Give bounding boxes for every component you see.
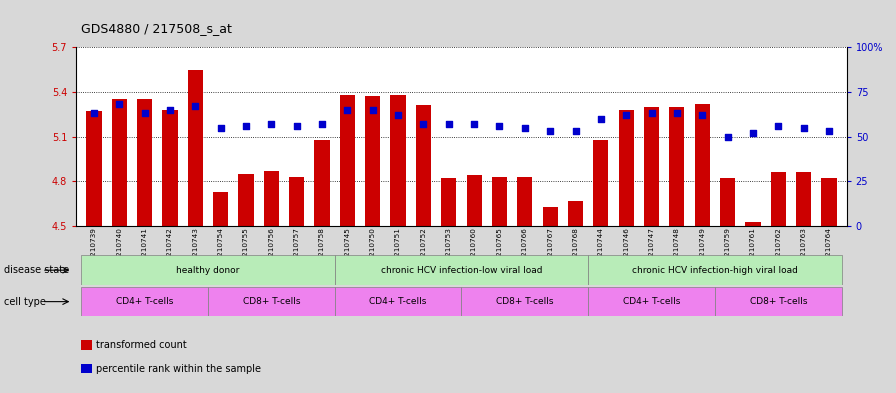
Bar <box>568 201 583 226</box>
Point <box>213 125 228 131</box>
Bar <box>441 178 456 226</box>
Bar <box>112 99 127 226</box>
Point <box>366 107 380 113</box>
Bar <box>213 192 228 226</box>
Text: cell type: cell type <box>4 297 47 307</box>
Bar <box>771 172 786 226</box>
Point <box>644 110 659 116</box>
Bar <box>416 105 431 226</box>
Bar <box>745 222 761 226</box>
Point <box>289 123 304 129</box>
Point <box>771 123 786 129</box>
Text: chronic HCV infection-low viral load: chronic HCV infection-low viral load <box>381 266 542 275</box>
Point <box>568 128 582 134</box>
Bar <box>593 140 608 226</box>
Bar <box>208 287 335 316</box>
Text: GDS4880 / 217508_s_at: GDS4880 / 217508_s_at <box>81 22 231 35</box>
Point <box>518 125 532 131</box>
Bar <box>467 175 482 226</box>
Bar <box>82 255 335 285</box>
Text: percentile rank within the sample: percentile rank within the sample <box>96 364 261 374</box>
Text: CD4+ T-cells: CD4+ T-cells <box>623 297 680 306</box>
Bar <box>492 177 507 226</box>
Point <box>188 103 202 109</box>
Point <box>467 121 481 127</box>
Text: healthy donor: healthy donor <box>177 266 239 275</box>
Bar <box>391 95 406 226</box>
Bar <box>162 110 177 226</box>
Bar <box>669 107 685 226</box>
Bar <box>82 287 208 316</box>
Point <box>619 112 633 118</box>
Point <box>417 121 431 127</box>
Point <box>492 123 506 129</box>
Bar <box>517 177 532 226</box>
Bar <box>366 96 380 226</box>
Text: CD4+ T-cells: CD4+ T-cells <box>369 297 426 306</box>
Bar <box>238 174 254 226</box>
Bar <box>335 255 588 285</box>
Point <box>669 110 684 116</box>
Bar <box>289 177 305 226</box>
Bar <box>715 287 841 316</box>
Bar <box>335 287 461 316</box>
Bar <box>720 178 736 226</box>
Text: CD8+ T-cells: CD8+ T-cells <box>750 297 807 306</box>
Bar <box>314 140 330 226</box>
Point <box>340 107 355 113</box>
Point <box>314 121 329 127</box>
Text: disease state: disease state <box>4 265 70 275</box>
Point <box>745 130 760 136</box>
Bar <box>588 287 715 316</box>
Bar <box>796 172 811 226</box>
Bar <box>461 287 588 316</box>
Text: CD8+ T-cells: CD8+ T-cells <box>496 297 554 306</box>
Bar <box>187 70 202 226</box>
Text: CD8+ T-cells: CD8+ T-cells <box>243 297 300 306</box>
Bar <box>263 171 279 226</box>
Point <box>822 128 836 134</box>
Bar <box>618 110 633 226</box>
Bar <box>137 99 152 226</box>
Point <box>239 123 254 129</box>
Text: CD4+ T-cells: CD4+ T-cells <box>116 297 173 306</box>
Text: transformed count: transformed count <box>96 340 186 350</box>
Point <box>797 125 811 131</box>
Bar <box>86 111 101 226</box>
Bar <box>543 207 557 226</box>
Point <box>391 112 405 118</box>
Point <box>695 112 710 118</box>
Point <box>163 107 177 113</box>
Point <box>137 110 151 116</box>
Bar <box>822 178 837 226</box>
Bar <box>340 95 355 226</box>
Point <box>720 133 735 140</box>
Point <box>87 110 101 116</box>
Point <box>112 101 126 108</box>
Bar <box>588 255 841 285</box>
Point <box>264 121 279 127</box>
Point <box>543 128 557 134</box>
Bar <box>644 107 659 226</box>
Point <box>442 121 456 127</box>
Bar <box>694 104 710 226</box>
Point <box>594 116 608 122</box>
Text: chronic HCV infection-high viral load: chronic HCV infection-high viral load <box>632 266 797 275</box>
